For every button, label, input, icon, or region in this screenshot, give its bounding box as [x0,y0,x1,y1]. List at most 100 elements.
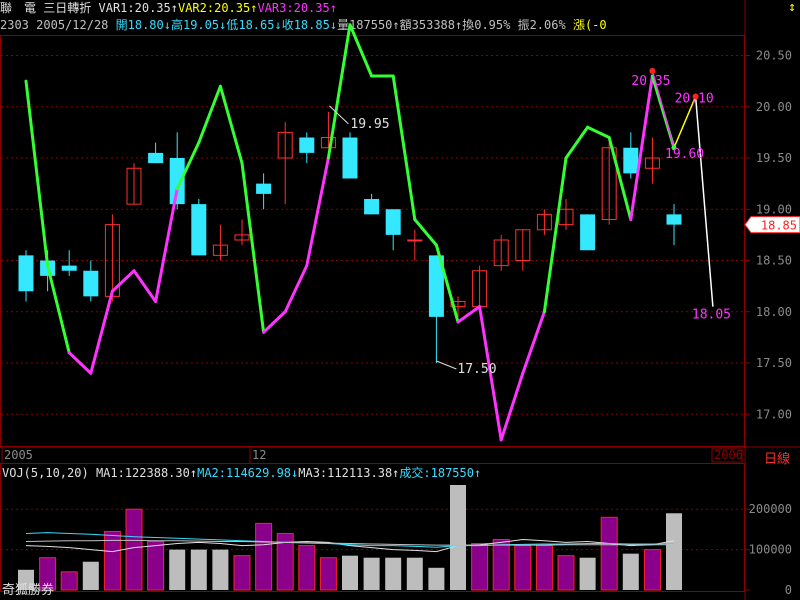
trade-volume-label: 成交:187550↑ [399,466,482,480]
brand-logo: 奇狐勝券 [2,583,55,598]
volume-bar [276,532,294,591]
annotation-label: 20.10 [675,92,714,107]
ma2-label: MA2:114629.98↓ [197,466,299,480]
volume-bar [255,522,273,591]
date-label: 2006 [714,448,743,462]
volume-bar [514,545,532,591]
turning-line-segment [499,371,525,442]
volume-tick-label: 0 [785,583,792,597]
turning-line-segment [542,156,568,314]
turning-line-segment [132,269,158,303]
candle-up [536,213,552,231]
high-price: 高19.05↓ [170,18,227,32]
low-price: 低18.65↓ [226,18,282,32]
candle-down [256,183,272,194]
volume-bar [622,553,639,590]
candle-down [83,270,99,297]
date-label: 2005 [4,448,33,462]
price-tick-label: 18.00 [756,305,792,319]
candle-up [515,229,531,261]
volume-bar [471,543,489,591]
price-tick-label: 17.50 [756,356,792,370]
candle-down [299,137,315,153]
var3-label: VAR3:20.35↑ [257,1,337,15]
volume-bar [406,557,423,590]
candle-up [450,301,466,308]
volume-bar [125,508,143,591]
volume-bar [103,530,121,591]
turning-line-segment [564,125,590,160]
scroll-arrows-icon[interactable]: ↕ [788,0,796,15]
price-tick-label: 20.00 [756,100,792,114]
turning-line-segment [305,156,330,268]
stock-name: 聯 電 [0,1,37,15]
volume-bar [385,557,402,590]
annotation-label: 19.60 [665,147,704,162]
price-tick-label: 20.50 [756,49,792,63]
ma1-label: MA1:122388.30↑ [95,466,198,480]
annotation-leader [329,105,349,125]
volume-bar [39,557,57,591]
volume-bar [600,516,618,591]
voj-title: VOJ(5,10,20) [2,466,89,480]
volume-bar [428,567,445,590]
period-label[interactable]: 日線 [763,452,790,467]
candle-up [212,244,228,256]
annotation-label: 18.05 [692,308,731,323]
price-tick-label: 18.50 [756,254,792,268]
volume-bar [535,545,553,591]
annotation-label: 20.35 [631,74,670,89]
open-price: 開18.80↓ [115,18,171,32]
turning-line-segment [197,84,222,145]
amplitude-value: 振2.06% [517,18,566,32]
candle-down [191,204,207,256]
price-tick-label: 19.00 [756,202,792,216]
turning-line-segment [413,218,438,247]
date-label: 12 [252,448,266,462]
candle-down [342,137,358,179]
turning-line-segment [521,310,546,375]
date-label-box [711,448,743,463]
volume-bar [579,557,596,590]
turning-point-marker [649,67,656,74]
turning-line-segment [586,125,611,139]
volume-bar [82,561,99,590]
turning-line-segment [607,136,633,221]
candle-up [126,167,142,205]
candle-down [666,214,682,225]
candle-down [148,152,164,164]
volume-bar [212,549,229,590]
var1-label: VAR1:20.35↑ [98,1,178,15]
candle-down [428,255,444,317]
volume-bar [233,555,251,591]
turning-line-segment [434,243,460,324]
candle-up [601,147,617,220]
volume-tick-label: 100000 [749,543,792,557]
projection-line [673,96,697,149]
volume-bar [147,541,165,591]
candle-down [385,209,401,235]
turning-line-segment [478,305,503,442]
turning-line-segment [175,141,201,191]
change-value: 漲(-0 [572,18,607,32]
turning-line-segment [24,79,50,268]
stock-code: 2303 [0,18,29,32]
candle-up [493,239,509,267]
ma2-line [25,532,675,548]
candle-up [277,131,293,159]
candle-down [580,214,596,251]
turning-line-segment [456,305,482,324]
volume-bar [363,557,380,590]
candle-up [320,137,336,149]
candle-down [623,147,639,174]
candle-down [61,265,77,271]
turnover-value: 換0.95% [462,18,511,32]
price-tick-label: 19.50 [756,151,792,165]
turning-line-segment [326,23,352,160]
volume-bar [342,555,358,590]
candle-up [234,234,250,241]
amount-value: 額353388↑ [399,18,463,32]
var2-label: VAR2:20.35↑ [177,1,258,15]
annotation-label: 19.95 [350,117,389,132]
